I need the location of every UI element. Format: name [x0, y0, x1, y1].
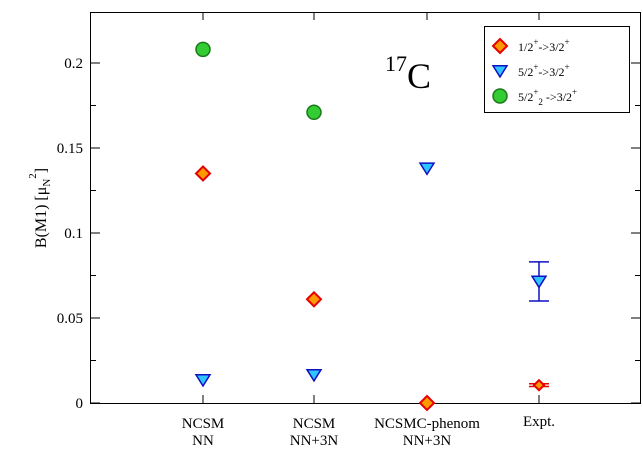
data-point-series-2 [195, 41, 211, 58]
legend-marker-1 [491, 65, 509, 79]
legend-marker-0 [491, 37, 509, 55]
y-axis-ticks: 0 0.05 0.1 0.15 0.2 [57, 56, 640, 412]
data-point-series-0 [194, 165, 212, 182]
legend-box [484, 26, 630, 113]
plot-frame [90, 12, 641, 404]
x-category-label: NCSMC-phenom [374, 416, 480, 432]
x-category-sublabel: NN [192, 433, 214, 449]
x-category-sublabel: NN+3N [403, 433, 452, 449]
legend-label-2: 5/2+2 ->3/2+ [518, 87, 577, 107]
legend: 1/2+->3/2+ 5/2+->3/2+ 5/2+2 ->3/2+ [484, 26, 630, 113]
x-category-sublabel: NN+3N [290, 433, 339, 449]
data-point-series-1 [305, 368, 323, 383]
y-tick-label: 0.1 [64, 226, 83, 242]
data-point-series-0 [418, 394, 436, 412]
y-tick-label: 0.05 [57, 311, 83, 327]
legend-marker-2 [492, 88, 508, 104]
data-point-series-0 [532, 378, 546, 392]
y-axis-label: B(M1) [μN2] [27, 168, 53, 248]
data-point-series-0 [305, 290, 323, 308]
data-point-series-1 [418, 162, 436, 176]
data-points [194, 41, 548, 412]
data-point-series-1 [530, 275, 548, 289]
x-category-label: NCSM [293, 416, 336, 432]
data-point-series-1 [194, 374, 212, 388]
x-category-label: NCSM [182, 416, 225, 432]
y-tick-label: 0.15 [57, 141, 83, 157]
isotope-annotation: 17C [385, 51, 431, 96]
data-point-series-2 [306, 104, 322, 121]
x-category-label: Expt. [523, 414, 555, 430]
y-tick-label: 0 [76, 396, 84, 412]
legend-label-0: 1/2+->3/2+ [518, 37, 570, 54]
y-tick-label: 0.2 [64, 56, 83, 72]
legend-label-1: 5/2+->3/2+ [518, 62, 570, 79]
